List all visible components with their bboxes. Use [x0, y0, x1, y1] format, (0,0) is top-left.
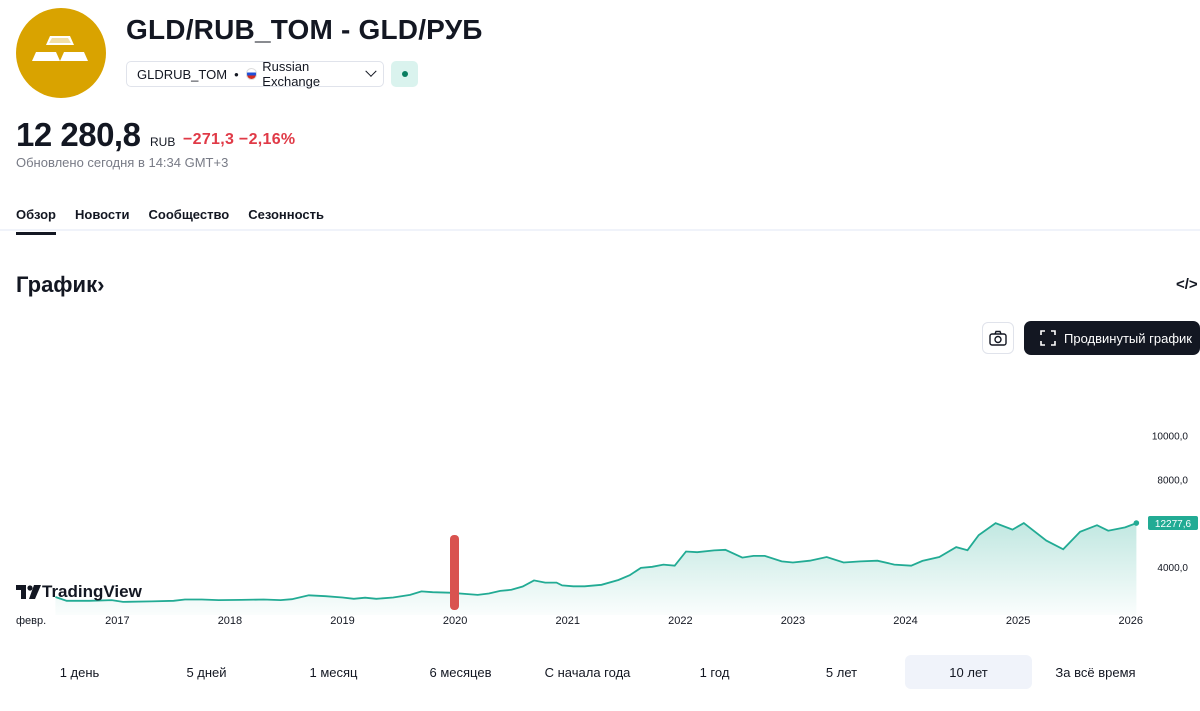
x-tick-label: 2025 [1006, 615, 1030, 627]
period-1d[interactable]: 1 день [59, 664, 100, 680]
ticker-label: GLDRUB_TOM [137, 66, 228, 82]
exchange-selector[interactable]: GLDRUB_TOM • Russian Exchange [126, 59, 384, 89]
embed-code-icon[interactable]: </> [1176, 276, 1198, 293]
x-tick-label: 2019 [330, 615, 354, 627]
tradingview-logo: TradingView [16, 582, 142, 602]
advanced-chart-label: Продвинутый график [1064, 330, 1192, 346]
y-tick-label: 8000,0 [1157, 475, 1188, 486]
chart-price-line [55, 522, 1137, 603]
y-tick-label: 10000,0 [1152, 431, 1189, 442]
period-selector: 1 день 5 дней 1 месяц 6 месяцев С начала… [16, 655, 1200, 689]
russia-flag-icon [245, 68, 258, 80]
period-all[interactable]: За всё время [1055, 664, 1136, 680]
period-10y[interactable]: 10 лет [905, 655, 1032, 689]
tab-bar: Обзор Новости Сообщество Сезонность [16, 207, 343, 235]
x-tick-label: 2018 [218, 615, 242, 627]
gold-bars-icon [32, 36, 88, 61]
period-5d[interactable]: 5 дней [186, 664, 227, 680]
update-time: Обновлено сегодня в 14:34 GMT+3 [16, 155, 229, 170]
advanced-chart-button[interactable]: Продвинутый график [1024, 321, 1200, 355]
exchange-label: Russian Exchange [262, 59, 321, 89]
last-value-badge [1148, 516, 1198, 531]
market-status-badge[interactable] [391, 61, 418, 87]
chart-last-point [1133, 520, 1140, 526]
x-tick-label: 2020 [443, 615, 467, 627]
period-1y[interactable]: 1 год [699, 664, 730, 680]
price-chart[interactable]: 4000,06000,08000,010000,012277,6февр.201… [0, 360, 1200, 635]
last-price: 12 280,8 [16, 116, 141, 153]
annotation-marker [450, 535, 459, 610]
page-title: GLD/RUB_TOM - GLD/РУБ [126, 14, 483, 45]
camera-icon [989, 330, 1007, 346]
price-change: −271,3 −2,16% [183, 131, 296, 148]
tab-community[interactable]: Сообщество [148, 207, 230, 222]
tab-overview[interactable]: Обзор [16, 207, 56, 235]
tradingview-icon [16, 585, 41, 599]
x-tick-label: 2017 [105, 615, 129, 627]
instrument-logo [16, 8, 106, 98]
last-value-label: 12277,6 [1155, 519, 1192, 530]
x-tick-label: 2026 [1118, 615, 1142, 627]
period-ytd[interactable]: С начала года [544, 664, 631, 680]
tab-seasonals[interactable]: Сезонность [248, 207, 324, 222]
period-6m[interactable]: 6 месяцев [429, 664, 492, 680]
y-tick-label: 4000,0 [1157, 563, 1188, 574]
status-dot-icon [401, 71, 408, 77]
x-tick-label: 2024 [893, 615, 917, 627]
x-tick-label: 2023 [781, 615, 805, 627]
screenshot-button[interactable] [982, 322, 1014, 354]
x-tick-label: февр. [16, 615, 46, 627]
x-tick-label: 2022 [668, 615, 692, 627]
period-1m[interactable]: 1 месяц [309, 664, 358, 680]
chart-area-fill [55, 523, 1137, 615]
chart-section-title[interactable]: График› [16, 272, 105, 297]
tabs-divider [0, 229, 1200, 231]
x-tick-label: 2021 [555, 615, 579, 627]
separator-dot: • [234, 66, 239, 82]
fullscreen-icon [1040, 330, 1056, 346]
period-5y[interactable]: 5 лет [825, 664, 858, 680]
tab-news[interactable]: Новости [75, 207, 130, 222]
price-currency: RUB [150, 135, 176, 149]
tradingview-wordmark: TradingView [42, 582, 142, 601]
